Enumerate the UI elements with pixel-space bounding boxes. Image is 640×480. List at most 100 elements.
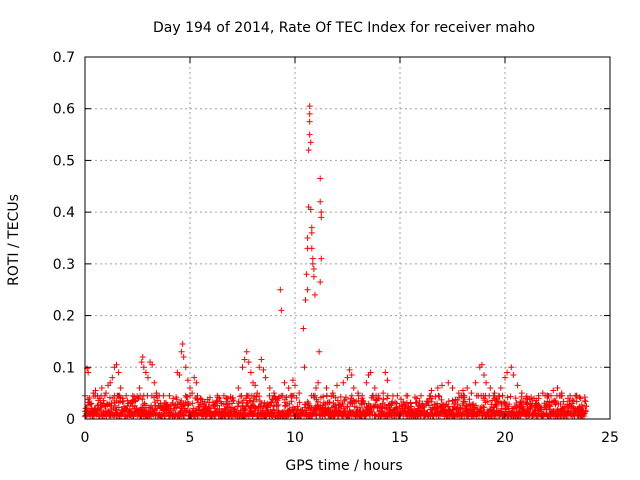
data-point <box>258 356 265 363</box>
data-point <box>529 397 536 404</box>
data-point <box>83 408 90 415</box>
data-point <box>275 395 282 402</box>
data-point <box>582 408 589 415</box>
data-point <box>554 384 561 391</box>
data-point <box>427 392 434 399</box>
y-tick-label: 0.3 <box>53 257 75 273</box>
data-point <box>484 398 491 405</box>
data-point <box>103 413 110 420</box>
data-point <box>565 395 571 402</box>
data-point <box>307 139 314 146</box>
data-point <box>504 394 511 401</box>
data-point <box>311 291 318 298</box>
data-point <box>154 397 161 404</box>
data-point <box>108 400 115 407</box>
data-point <box>293 394 300 401</box>
data-point <box>510 372 517 379</box>
data-point <box>470 405 477 412</box>
data-point <box>292 382 298 389</box>
data-point <box>206 394 213 401</box>
data-point <box>308 404 315 411</box>
data-point <box>569 400 576 407</box>
data-point <box>493 402 500 409</box>
data-point <box>178 348 185 355</box>
data-point <box>323 384 330 391</box>
data-point <box>313 384 319 391</box>
data-point <box>577 395 584 402</box>
data-point <box>238 392 245 399</box>
chart-title: Day 194 of 2014, Rate Of TEC Index for r… <box>153 20 535 36</box>
data-point <box>506 401 513 408</box>
data-point <box>170 395 177 402</box>
data-point <box>266 384 273 391</box>
data-point <box>120 409 127 416</box>
data-point <box>528 403 535 410</box>
data-point <box>449 397 456 404</box>
y-tick-label: 0.6 <box>53 102 75 118</box>
data-point <box>107 379 114 386</box>
data-point <box>454 401 461 408</box>
data-point <box>96 395 103 402</box>
x-axis-title: GPS time / hours <box>285 458 402 474</box>
data-point <box>372 412 379 419</box>
data-point <box>428 395 435 402</box>
data-point <box>184 394 191 401</box>
y-axis-title: ROTI / TECUs <box>6 194 22 286</box>
data-point <box>329 390 336 397</box>
data-point <box>544 392 550 399</box>
data-point <box>229 400 235 407</box>
data-point <box>371 384 378 391</box>
data-point <box>189 390 196 397</box>
data-point <box>348 392 355 399</box>
data-point <box>101 392 108 399</box>
data-point <box>85 369 92 376</box>
data-point <box>303 271 310 278</box>
data-point <box>212 405 219 412</box>
data-point <box>129 412 136 419</box>
data-point <box>518 390 525 397</box>
plot-frame <box>84 56 611 420</box>
data-point <box>558 390 565 397</box>
data-point <box>296 390 303 397</box>
y-tick-label: 0.5 <box>53 153 75 169</box>
data-point <box>100 397 107 404</box>
data-point <box>581 397 588 404</box>
data-point <box>388 400 395 407</box>
data-point <box>277 286 284 293</box>
data-point <box>419 404 426 411</box>
data-point <box>308 229 315 236</box>
data-point <box>516 409 523 416</box>
data-point <box>499 392 506 399</box>
data-point <box>355 390 361 397</box>
data-point <box>112 407 119 414</box>
data-point <box>283 394 290 401</box>
data-point <box>539 390 546 397</box>
data-point <box>154 405 161 412</box>
data-point <box>197 395 204 402</box>
data-point <box>281 379 288 386</box>
data-point <box>481 404 488 411</box>
data-point <box>445 403 452 410</box>
data-point <box>97 401 104 408</box>
data-point <box>350 384 357 391</box>
data-point <box>184 377 191 384</box>
data-point <box>245 359 252 366</box>
data-point <box>449 384 456 391</box>
data-point <box>344 404 351 411</box>
data-point <box>428 387 435 394</box>
data-point <box>312 392 319 399</box>
data-point <box>344 374 351 381</box>
data-point <box>121 405 128 412</box>
data-point <box>206 405 213 412</box>
data-point <box>237 393 244 400</box>
data-point <box>180 353 187 360</box>
data-point <box>304 235 311 241</box>
data-point <box>195 406 202 413</box>
y-tick-label: 0.4 <box>53 205 75 221</box>
data-point <box>351 398 358 405</box>
data-point <box>253 393 260 400</box>
data-point <box>310 273 317 280</box>
data-point <box>86 410 93 417</box>
data-point <box>285 384 292 391</box>
data-point <box>376 395 382 402</box>
